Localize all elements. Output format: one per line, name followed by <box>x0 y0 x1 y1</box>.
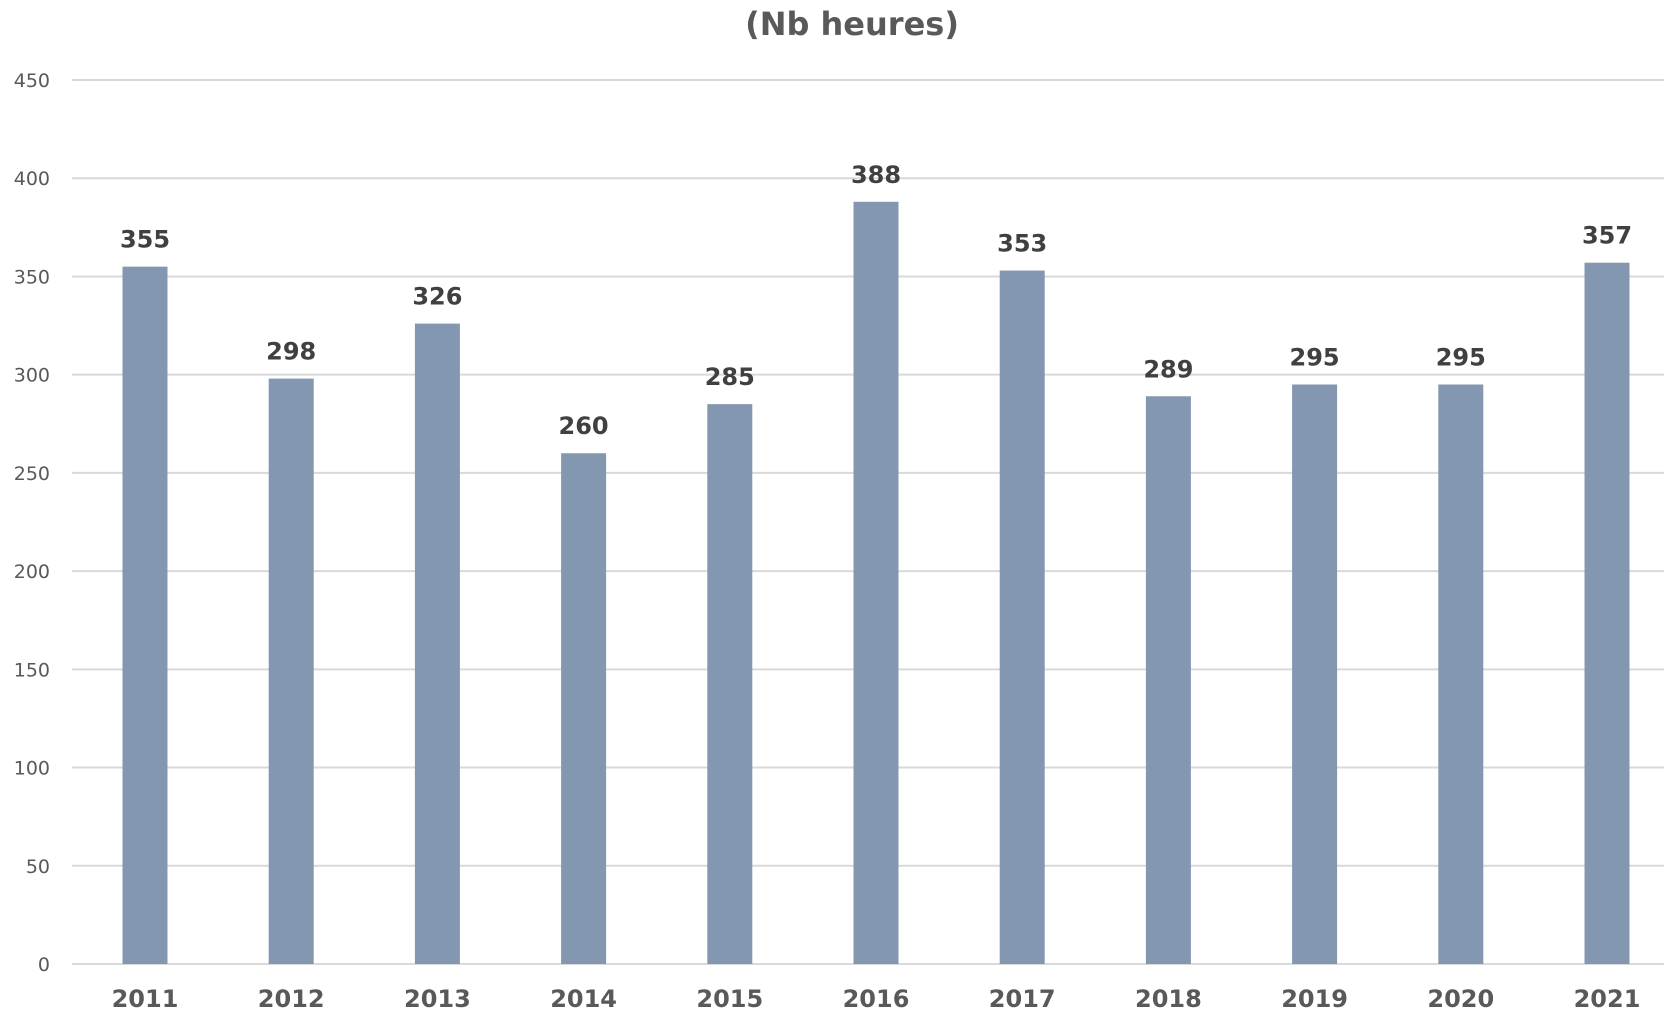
bar-2013 <box>414 323 460 964</box>
y-tick-label: 0 <box>38 954 50 976</box>
bar-2014 <box>561 453 607 964</box>
y-tick-label: 350 <box>14 266 50 288</box>
data-labels: 355 298 326 260 285 388 353 289 295 295 357 <box>120 161 1632 440</box>
data-label-2020: 295 <box>1436 343 1486 371</box>
bar-2017 <box>999 270 1045 964</box>
y-axis-ticks: 0 50 100 150 200 250 300 350 400 450 <box>14 70 50 976</box>
y-tick-label: 150 <box>14 659 50 681</box>
x-tick-label-2012: 2012 <box>258 985 325 1013</box>
x-axis-ticks: 2011 2012 2013 2014 2015 2016 2017 2018 2019 2020… <box>112 985 1641 1013</box>
y-tick-label: 450 <box>14 70 50 92</box>
data-label-2014: 260 <box>559 412 609 440</box>
data-label-2019: 295 <box>1290 343 1340 371</box>
x-tick-label-2013: 2013 <box>404 985 471 1013</box>
y-tick-label: 100 <box>14 758 50 780</box>
data-label-2018: 289 <box>1143 355 1193 383</box>
bar-2012 <box>268 378 314 964</box>
data-label-2013: 326 <box>412 283 462 311</box>
x-tick-label-2021: 2021 <box>1574 985 1641 1013</box>
data-label-2021: 357 <box>1582 222 1632 250</box>
bars <box>122 201 1630 965</box>
y-tick-label: 50 <box>26 856 50 878</box>
data-label-2016: 388 <box>851 161 901 189</box>
x-tick-label-2016: 2016 <box>843 985 910 1013</box>
bar-2020 <box>1438 384 1484 964</box>
bar-2015 <box>707 404 753 965</box>
data-label-2017: 353 <box>997 230 1047 258</box>
bar-2019 <box>1292 384 1338 964</box>
bar-2021 <box>1584 262 1630 964</box>
chart-title: (Nb heures) <box>745 5 959 43</box>
y-tick-label: 200 <box>14 561 50 583</box>
bar-2011 <box>122 266 168 965</box>
data-label-2011: 355 <box>120 226 170 254</box>
y-tick-label: 250 <box>14 463 50 485</box>
data-label-2015: 285 <box>705 363 755 391</box>
x-tick-label-2015: 2015 <box>696 985 763 1013</box>
x-tick-label-2017: 2017 <box>989 985 1056 1013</box>
y-tick-label: 300 <box>14 365 50 387</box>
x-tick-label-2011: 2011 <box>112 985 179 1013</box>
x-tick-label-2019: 2019 <box>1281 985 1348 1013</box>
x-tick-label-2014: 2014 <box>550 985 617 1013</box>
bar-2016 <box>853 201 899 965</box>
bar-2018 <box>1145 396 1191 965</box>
data-label-2012: 298 <box>266 338 316 366</box>
x-tick-label-2018: 2018 <box>1135 985 1202 1013</box>
x-tick-label-2020: 2020 <box>1427 985 1494 1013</box>
y-tick-label: 400 <box>14 168 50 190</box>
